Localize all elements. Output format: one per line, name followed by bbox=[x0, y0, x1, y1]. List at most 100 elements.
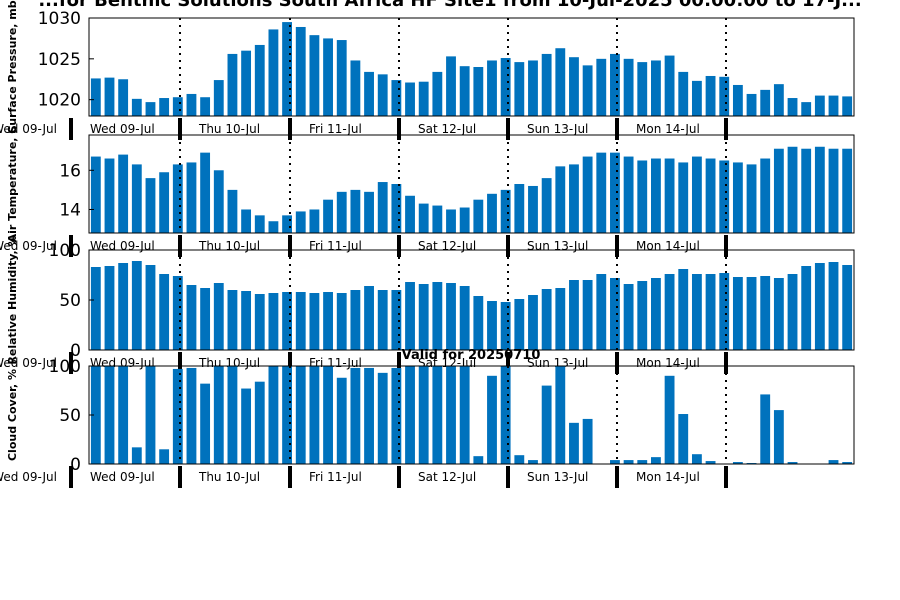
bar bbox=[541, 53, 552, 116]
bar bbox=[842, 265, 853, 350]
bar bbox=[459, 366, 470, 464]
bar bbox=[90, 78, 101, 116]
bar bbox=[282, 292, 292, 350]
bar bbox=[309, 366, 320, 464]
x-day-label: Fri 11-Jul bbox=[309, 122, 362, 136]
bar bbox=[186, 367, 197, 464]
y-tick-label: 50 bbox=[59, 291, 81, 311]
bar bbox=[131, 261, 142, 350]
bar bbox=[145, 102, 156, 116]
bar bbox=[555, 366, 566, 464]
bar bbox=[391, 290, 402, 350]
bar bbox=[336, 191, 347, 233]
bar bbox=[596, 58, 607, 116]
bar bbox=[787, 462, 798, 464]
y-tick-label: 14 bbox=[59, 200, 81, 220]
bar bbox=[377, 182, 388, 233]
bar bbox=[418, 284, 429, 350]
bar bbox=[773, 84, 784, 116]
bar bbox=[528, 185, 538, 233]
bar bbox=[732, 277, 743, 350]
bar bbox=[637, 160, 648, 233]
bar bbox=[282, 215, 292, 233]
bar bbox=[350, 290, 361, 350]
bar bbox=[432, 366, 443, 464]
bar bbox=[295, 292, 306, 350]
bar bbox=[610, 460, 620, 464]
bar bbox=[514, 455, 525, 464]
bar bbox=[487, 193, 497, 233]
bar bbox=[732, 162, 743, 233]
bar bbox=[691, 454, 702, 464]
bar bbox=[651, 457, 661, 464]
x-day-label: Mon 14-Jul bbox=[636, 356, 700, 370]
bar bbox=[814, 263, 825, 350]
bar bbox=[473, 296, 484, 350]
x-day-label: Fri 11-Jul bbox=[309, 239, 362, 253]
bar bbox=[446, 209, 456, 233]
bar bbox=[295, 26, 306, 117]
y-tick-label: 0 bbox=[70, 455, 81, 475]
bar bbox=[623, 156, 634, 233]
bar bbox=[405, 195, 415, 233]
bar bbox=[118, 154, 129, 233]
bar bbox=[268, 221, 279, 233]
bar bbox=[651, 278, 661, 350]
bar bbox=[514, 299, 525, 350]
bar bbox=[227, 189, 238, 233]
bar bbox=[391, 184, 402, 233]
bar bbox=[104, 158, 115, 233]
bar bbox=[691, 156, 702, 233]
bar bbox=[405, 282, 415, 350]
bar bbox=[746, 93, 757, 116]
x-day-label: Wed 09-Jul bbox=[90, 470, 155, 484]
bar bbox=[241, 50, 252, 116]
bar bbox=[773, 148, 784, 233]
bar bbox=[104, 366, 115, 464]
x-day-label: Mon 14-Jul bbox=[636, 122, 700, 136]
x-day-label: Fri 11-Jul bbox=[309, 470, 362, 484]
bar bbox=[582, 65, 593, 116]
bar bbox=[309, 35, 320, 116]
y-tick-label: 100 bbox=[49, 241, 81, 261]
bar bbox=[391, 80, 402, 116]
bar bbox=[118, 79, 129, 116]
bar bbox=[801, 148, 812, 233]
x-day-label-overflow: Wed 09-Jul bbox=[0, 356, 57, 370]
bar bbox=[446, 56, 456, 116]
bar bbox=[350, 367, 361, 464]
bar bbox=[773, 410, 784, 464]
bar bbox=[623, 58, 634, 116]
bar bbox=[528, 295, 538, 350]
bar bbox=[418, 366, 429, 464]
bar bbox=[323, 38, 333, 116]
bar bbox=[487, 60, 497, 116]
bar bbox=[555, 48, 566, 116]
bar bbox=[118, 366, 129, 464]
bar bbox=[336, 40, 347, 116]
bar bbox=[828, 95, 839, 116]
bar bbox=[678, 269, 689, 350]
bar bbox=[282, 366, 292, 464]
bar bbox=[172, 97, 183, 116]
bar bbox=[90, 366, 101, 464]
x-day-label: Sat 12-Jul bbox=[418, 122, 476, 136]
bar bbox=[200, 97, 211, 116]
bar bbox=[651, 158, 661, 233]
bar bbox=[705, 461, 716, 464]
bar bbox=[746, 164, 757, 233]
bar bbox=[637, 460, 648, 464]
bar bbox=[623, 460, 634, 464]
bar bbox=[159, 98, 170, 116]
bar bbox=[336, 377, 347, 464]
bar bbox=[569, 280, 579, 350]
bar bbox=[90, 156, 101, 233]
bar bbox=[159, 172, 170, 233]
bar bbox=[582, 156, 593, 233]
bar bbox=[487, 301, 497, 350]
bar bbox=[760, 158, 771, 233]
